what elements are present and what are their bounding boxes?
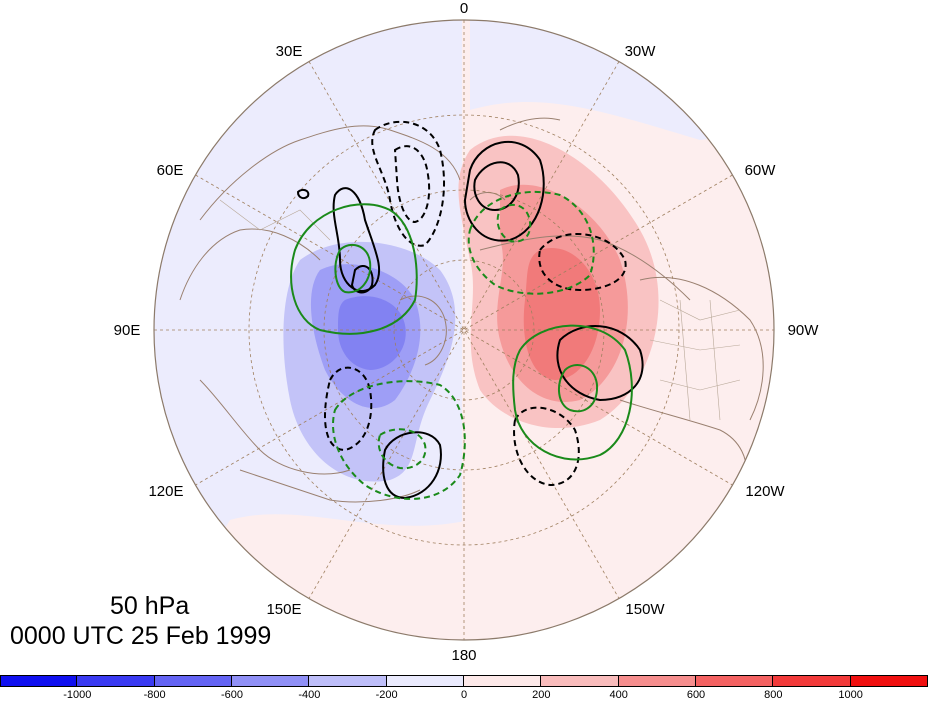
colorbar-cell bbox=[386, 675, 464, 687]
solid-contour-ne-inner bbox=[473, 161, 520, 212]
dashed-contour-n-inner bbox=[393, 145, 431, 224]
green-solid-contour-e bbox=[512, 324, 633, 461]
lon-label-150w: 150W bbox=[625, 601, 665, 618]
longitude-labels: 0 30W 60W 90W 120W 150W 180 150E 120E 90… bbox=[114, 0, 820, 664]
colorbar-tick-label: -1000 bbox=[63, 689, 92, 701]
lon-label-30e: 30E bbox=[276, 43, 303, 60]
colorbar-tick-label: 600 bbox=[686, 689, 706, 701]
borders bbox=[219, 199, 741, 421]
solid-contour-w-inner bbox=[350, 265, 374, 294]
solid-contour-e bbox=[556, 325, 644, 402]
solid-contour-ne-outer bbox=[463, 141, 545, 242]
dashed-contour-se bbox=[513, 406, 580, 487]
colorbar-cell bbox=[309, 675, 387, 687]
lon-label-90e: 90E bbox=[114, 322, 141, 339]
lon-label-60w: 60W bbox=[745, 162, 777, 179]
lon-label-30w: 30W bbox=[625, 43, 657, 60]
colorbar-tick-label: -400 bbox=[298, 689, 321, 701]
colorbar-cell bbox=[541, 675, 619, 687]
green-solid-contour-e-inner bbox=[558, 364, 599, 413]
green-solid-contour-w-inner bbox=[334, 243, 372, 294]
dashed-contour-w bbox=[324, 366, 373, 452]
dashed-contour-ne bbox=[538, 233, 627, 292]
colorbar-tick-label: -800 bbox=[143, 689, 166, 701]
contours bbox=[290, 120, 644, 500]
colorbar-cell bbox=[464, 675, 542, 687]
pressure-level-title: 50 hPa bbox=[110, 592, 190, 620]
graticule bbox=[154, 20, 774, 640]
colorbar-tick-label: 1000 bbox=[838, 689, 863, 701]
positive-anomaly-600 bbox=[523, 248, 600, 380]
colorbar-tick-label: 0 bbox=[460, 689, 468, 701]
green-dashed-contour-sw bbox=[332, 380, 466, 500]
lon-label-120e: 120E bbox=[148, 483, 183, 500]
lon-label-0: 0 bbox=[460, 0, 468, 17]
green-dashed-contour-ne-inner bbox=[496, 203, 532, 243]
colorbar-tick-label: 200 bbox=[532, 689, 551, 701]
lon-label-120w: 120W bbox=[745, 483, 785, 500]
colorbar-tick-label: 800 bbox=[764, 689, 783, 701]
polar-stereographic-map: 0 30W 60W 90W 120W 150W 180 150E 120E 90… bbox=[114, 0, 820, 664]
solid-contour-w bbox=[332, 187, 381, 292]
colorbar-cell bbox=[773, 675, 851, 687]
green-dashed-contour-sw-inner bbox=[377, 428, 427, 470]
colorbar-tick-label: -600 bbox=[220, 689, 244, 701]
valid-time-title: 0000 UTC 25 Feb 1999 bbox=[10, 622, 272, 650]
green-dashed-contour-ne bbox=[467, 190, 595, 295]
dashed-contour-n-outer bbox=[371, 120, 446, 247]
colorbar-cell bbox=[850, 675, 928, 687]
colorbar-cell bbox=[77, 675, 155, 687]
colorbar-cell bbox=[618, 675, 696, 687]
colorbar: -1000 -800 -600 -400 -200 0 200 400 600 800 1000 bbox=[0, 675, 928, 702]
colorbar-cell bbox=[696, 675, 774, 687]
colorbar-tick-label: -200 bbox=[375, 689, 398, 701]
green-solid-contour-w bbox=[290, 203, 418, 335]
solid-contour-small bbox=[296, 188, 310, 200]
lon-label-150e: 150E bbox=[266, 601, 301, 618]
negative-anomaly-600 bbox=[338, 296, 406, 370]
colorbar-tick-label: 400 bbox=[609, 689, 628, 701]
lon-label-90w: 90W bbox=[788, 322, 820, 339]
map-border bbox=[153, 19, 775, 641]
colorbar-cell bbox=[154, 675, 232, 687]
lon-label-60e: 60E bbox=[157, 162, 184, 179]
lon-label-180: 180 bbox=[451, 647, 476, 664]
colorbar-cell bbox=[0, 675, 78, 687]
colorbar-cell bbox=[232, 675, 310, 687]
